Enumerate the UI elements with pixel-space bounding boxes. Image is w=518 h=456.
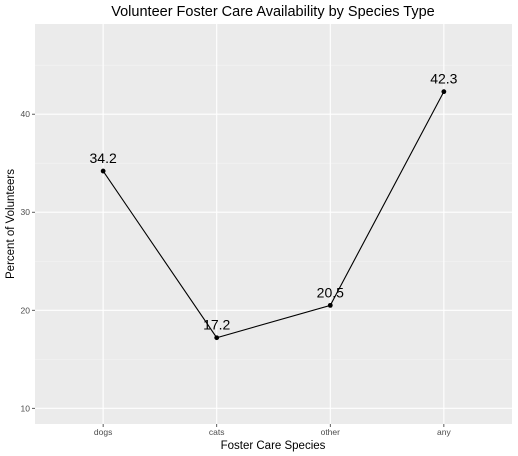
y-tick-label: 30 [21, 207, 31, 217]
x-axis: dogs cats other any [94, 424, 452, 437]
x-tick-label: cats [209, 427, 225, 437]
data-label: 42.3 [430, 71, 457, 87]
x-tick-label: any [437, 427, 451, 437]
data-point [214, 335, 219, 340]
x-axis-title: Foster Care Species [221, 440, 326, 452]
data-label: 17.2 [203, 317, 230, 333]
data-label: 20.5 [317, 284, 344, 300]
y-tick-label: 40 [21, 109, 31, 119]
x-tick-label: dogs [94, 427, 112, 437]
y-tick-label: 20 [21, 305, 31, 315]
data-label: 34.2 [90, 150, 117, 166]
y-axis: 10 20 30 40 [21, 109, 35, 413]
data-point [328, 303, 333, 308]
x-tick-label: other [321, 427, 341, 437]
y-axis-title: Percent of Volunteers [5, 169, 17, 279]
data-point [101, 169, 106, 174]
chart-title: Volunteer Foster Care Availability by Sp… [111, 4, 434, 20]
y-tick-label: 10 [21, 403, 31, 413]
data-point [441, 89, 446, 94]
